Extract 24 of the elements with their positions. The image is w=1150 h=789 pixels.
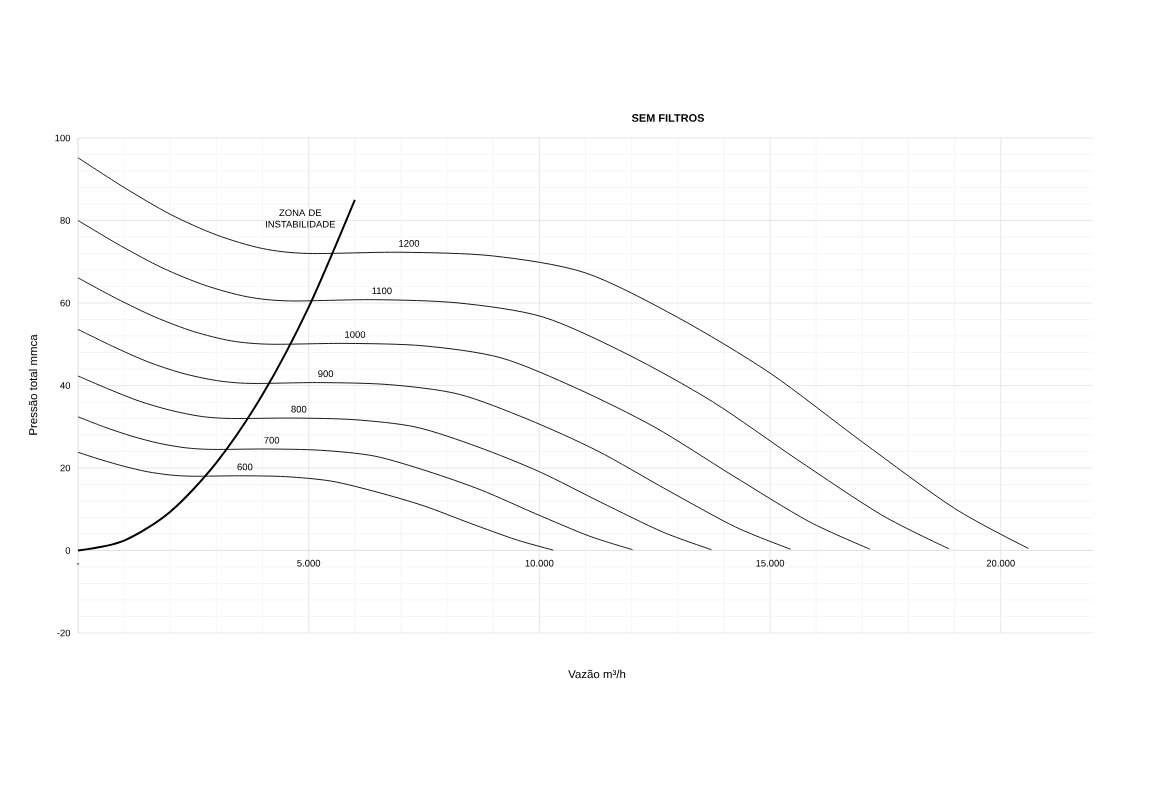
series-label: 800	[291, 405, 307, 413]
chart-title: SEM FILTROS	[631, 114, 705, 122]
series-label: 1000	[345, 331, 366, 338]
x-tick-label: 5.000	[297, 559, 321, 567]
y-tick-label: 100	[55, 134, 71, 142]
series-label: 1200	[399, 240, 420, 247]
y-axis-title: Pressão total mmca	[28, 334, 38, 435]
y-tick-label: 20	[60, 464, 71, 472]
y-tick-label: -20	[57, 629, 71, 637]
y-tick-label: 0	[65, 547, 71, 554]
series-label: 600	[237, 463, 253, 471]
y-tick-label: 60	[60, 299, 71, 307]
x-axis-title: Vazão m³/h	[568, 669, 626, 679]
x-tick-label: 15.000	[756, 559, 785, 567]
line-series	[77, 157, 1029, 549]
y-tick-label: 80	[60, 217, 71, 224]
x-tick-label: -	[76, 563, 80, 565]
x-tick-label: 20.000	[986, 559, 1015, 567]
series-label: 1100	[372, 287, 392, 295]
y-tick-label: 40	[60, 382, 71, 389]
x-tick-label: 10.000	[525, 559, 554, 567]
series-label: ZONA DE INSTABILIDADE	[266, 209, 336, 228]
series-label: 700	[264, 436, 280, 444]
series-label: 900	[318, 370, 334, 378]
